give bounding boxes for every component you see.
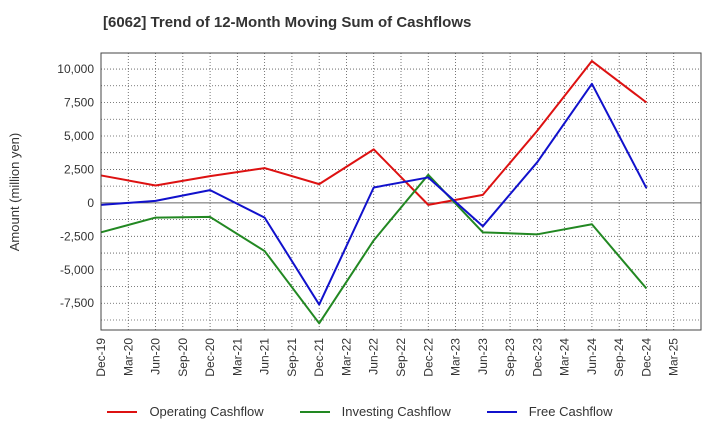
x-tick-label: Dec-22 (421, 338, 435, 377)
legend-item-operating: Operating Cashflow (107, 404, 264, 419)
y-tick-label: 0 (87, 196, 94, 210)
x-tick-label: Jun-23 (476, 338, 490, 375)
x-tick-label: Sep-21 (285, 338, 299, 377)
legend-swatch-operating (107, 410, 138, 413)
legend-swatch-free (486, 410, 517, 413)
y-tick-label: -5,000 (60, 263, 94, 277)
x-tick-label: Dec-19 (94, 338, 108, 377)
x-tick-label: Mar-23 (449, 338, 463, 376)
legend-label-investing: Investing Cashflow (341, 404, 451, 419)
x-tick-labels: Dec-19 Mar-20 Jun-20 Sep-20 Dec-20 Mar-21 Jun-… (94, 338, 681, 377)
x-tick-label: Jun-20 (149, 338, 163, 375)
x-tick-label: Jun-22 (367, 338, 381, 375)
x-tick-label: Mar-20 (121, 338, 135, 376)
y-tick-label: 2,500 (64, 162, 94, 176)
series-line-1 (100, 173, 648, 325)
y-axis-title: Amount (million yen) (7, 133, 22, 252)
legend: Operating Cashflow Investing Cashflow Fr… (0, 404, 720, 419)
y-tick-labels: 10,000 7,500 5,000 2,500 0 -2,500 -5,000 -7,500 (57, 62, 94, 310)
x-tick-label: Mar-22 (339, 338, 353, 376)
y-tick-label: 5,000 (64, 129, 94, 143)
x-tick-label: Sep-22 (394, 338, 408, 377)
legend-label-operating: Operating Cashflow (149, 404, 264, 419)
series-line-0 (100, 60, 648, 206)
legend-item-investing: Investing Cashflow (299, 404, 451, 419)
x-tick-label: Sep-24 (612, 338, 626, 377)
grid-lines (101, 53, 701, 330)
legend-item-free: Free Cashflow (486, 404, 613, 419)
x-tick-label: Jun-24 (585, 338, 599, 375)
y-tick-label: 10,000 (57, 62, 94, 76)
x-tick-label: Dec-21 (312, 338, 326, 377)
y-tick-label: -7,500 (60, 296, 94, 310)
y-tick-label: -2,500 (60, 229, 94, 243)
x-tick-label: Sep-23 (503, 338, 517, 377)
legend-label-free: Free Cashflow (528, 404, 613, 419)
x-tick-label: Sep-20 (176, 338, 190, 377)
x-tick-label: Mar-24 (558, 338, 572, 376)
x-tick-label: Mar-21 (230, 338, 244, 376)
legend-swatch-investing (299, 410, 330, 413)
x-tick-label: Mar-25 (667, 338, 681, 376)
x-tick-label: Dec-23 (530, 338, 544, 377)
series-line-2 (100, 82, 648, 306)
x-tick-label: Jun-21 (258, 338, 272, 375)
y-tick-label: 7,500 (64, 96, 94, 110)
x-tick-label: Dec-24 (639, 338, 653, 377)
x-tick-label: Dec-20 (203, 338, 217, 377)
plot-frame (100, 52, 702, 331)
series-lines (100, 60, 648, 325)
chart-title: [6062] Trend of 12-Month Moving Sum of C… (103, 14, 472, 31)
